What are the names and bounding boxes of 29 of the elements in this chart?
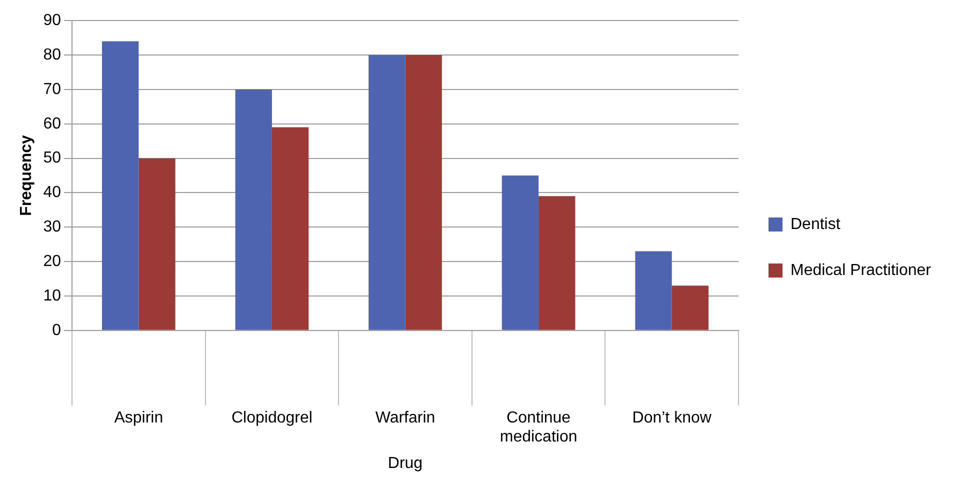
bar bbox=[538, 196, 576, 330]
x-tick-label: Clopidogrel bbox=[231, 409, 312, 426]
x-tick-label: Warfarin bbox=[375, 409, 436, 426]
y-tick-label: 90 bbox=[43, 12, 62, 30]
legend-label: Dentist bbox=[790, 216, 841, 233]
bar bbox=[502, 176, 539, 330]
y-axis-title: Frequency bbox=[18, 134, 36, 216]
bar bbox=[235, 89, 272, 330]
legend-label: Medical Practitioner bbox=[790, 262, 932, 279]
bar bbox=[635, 251, 672, 330]
x-tick-label: Don’t know bbox=[632, 409, 712, 426]
x-axis-title: Drug bbox=[388, 454, 423, 472]
y-tick-label: 10 bbox=[43, 287, 62, 304]
y-tick-label: 30 bbox=[43, 218, 62, 236]
bar bbox=[102, 41, 139, 330]
y-tick-label: 70 bbox=[43, 80, 62, 98]
bar bbox=[672, 286, 709, 330]
y-tick-label: 80 bbox=[43, 46, 62, 64]
y-tick-label: 40 bbox=[43, 184, 62, 202]
y-tick-label: 50 bbox=[43, 150, 62, 167]
y-tick-label: 60 bbox=[43, 115, 62, 132]
x-tick-label: Aspirin bbox=[114, 409, 164, 426]
bar bbox=[405, 55, 442, 330]
x-tick-label: Continue medication bbox=[500, 409, 578, 446]
y-tick-label: 20 bbox=[43, 252, 62, 270]
bar bbox=[138, 158, 176, 330]
bar bbox=[272, 127, 309, 330]
bar bbox=[368, 55, 406, 330]
y-tick-label: 0 bbox=[52, 322, 62, 339]
